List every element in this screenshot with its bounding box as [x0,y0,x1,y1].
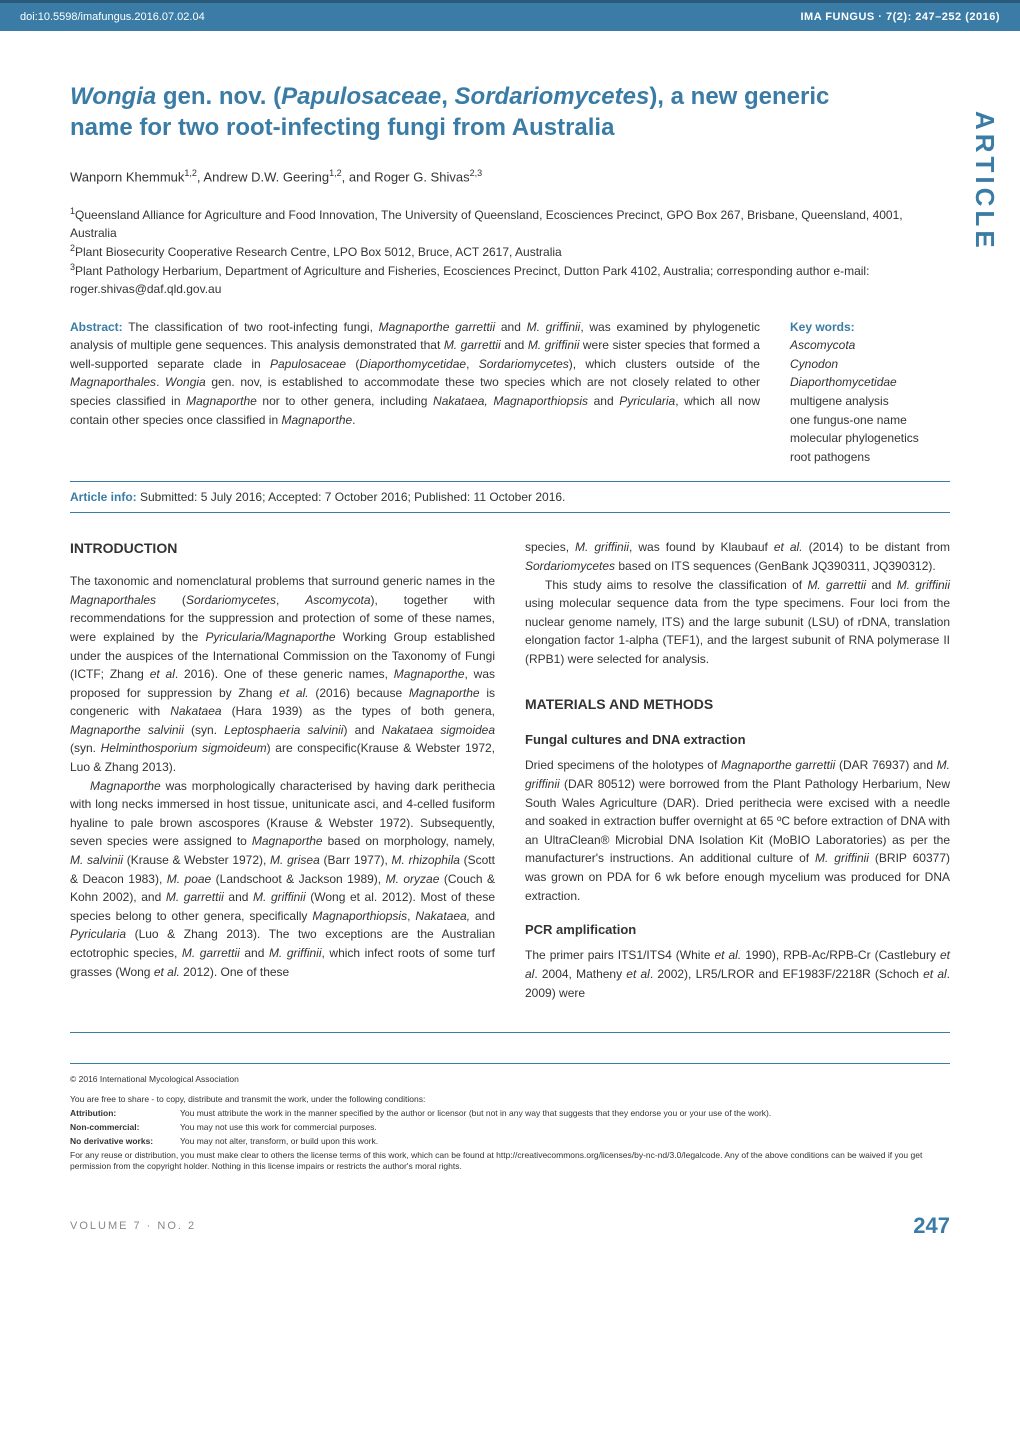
license-footer: © 2016 International Mycological Associa… [70,1063,950,1173]
intro-para-2: Magnaporthe was morphologically characte… [70,777,495,982]
volume-info: VOLUME 7 · NO. 2 [70,1220,196,1232]
subsection-cultures: Fungal cultures and DNA extraction [525,730,950,750]
page-content: ARTICLE Wongia gen. nov. (Papulosaceae, … [0,31,1020,1193]
copyright: © 2016 International Mycological Associa… [70,1074,950,1086]
right-column: species, M. griffinii, was found by Klau… [525,538,950,1002]
journal-header: doi:10.5598/imafungus.2016.07.02.04 IMA … [0,0,1020,31]
divider [70,481,950,482]
subsection-pcr: PCR amplification [525,920,950,940]
license-noncommercial: Non-commercial: You may not use this wor… [70,1122,950,1134]
doi-text: doi:10.5598/imafungus.2016.07.02.04 [20,11,205,23]
footer-divider [70,1032,950,1033]
keywords-block: Key words: Ascomycota Cynodon Diaporthom… [790,318,950,467]
article-title: Wongia gen. nov. (Papulosaceae, Sordario… [70,81,950,143]
abstract-section: Abstract: The classification of two root… [70,318,950,467]
keyword: Diaporthomycetidae [790,373,950,392]
body-columns: INTRODUCTION The taxonomic and nomenclat… [70,538,950,1002]
license-reuse: For any reuse or distribution, you must … [70,1150,950,1174]
keyword: Cynodon [790,355,950,374]
license-free-text: You are free to share - to copy, distrib… [70,1094,950,1106]
keyword: Ascomycota [790,336,950,355]
page-footer: VOLUME 7 · NO. 2 247 [0,1193,1020,1269]
methods-para-2: The primer pairs ITS1/ITS4 (White et al.… [525,946,950,1002]
abstract-text: Abstract: The classification of two root… [70,318,760,467]
journal-reference: IMA FUNGUS · 7(2): 247–252 (2016) [801,11,1001,23]
article-info: Article info: Submitted: 5 July 2016; Ac… [70,490,950,504]
keyword: root pathogens [790,448,950,467]
intro-heading: INTRODUCTION [70,538,495,560]
methods-heading: MATERIALS AND METHODS [525,694,950,716]
license-noderivative: No derivative works: You may not alter, … [70,1136,950,1148]
keyword: one fungus-one name [790,411,950,430]
intro-para-1: The taxonomic and nomenclatural problems… [70,572,495,777]
keyword: molecular phylogenetics [790,429,950,448]
keyword: multigene analysis [790,392,950,411]
divider [70,512,950,513]
page-number: 247 [913,1213,950,1239]
col2-para-1: species, M. griffinii, was found by Klau… [525,538,950,575]
methods-para-1: Dried specimens of the holotypes of Magn… [525,756,950,905]
col2-para-2: This study aims to resolve the classific… [525,576,950,669]
affiliations: 1Queensland Alliance for Agriculture and… [70,205,950,298]
keywords-label: Key words: [790,318,950,337]
authors: Wanporn Khemmuk1,2, Andrew D.W. Geering1… [70,168,950,184]
side-tab-article: ARTICLE [969,111,1000,252]
license-attribution: Attribution: You must attribute the work… [70,1108,950,1120]
left-column: INTRODUCTION The taxonomic and nomenclat… [70,538,495,1002]
